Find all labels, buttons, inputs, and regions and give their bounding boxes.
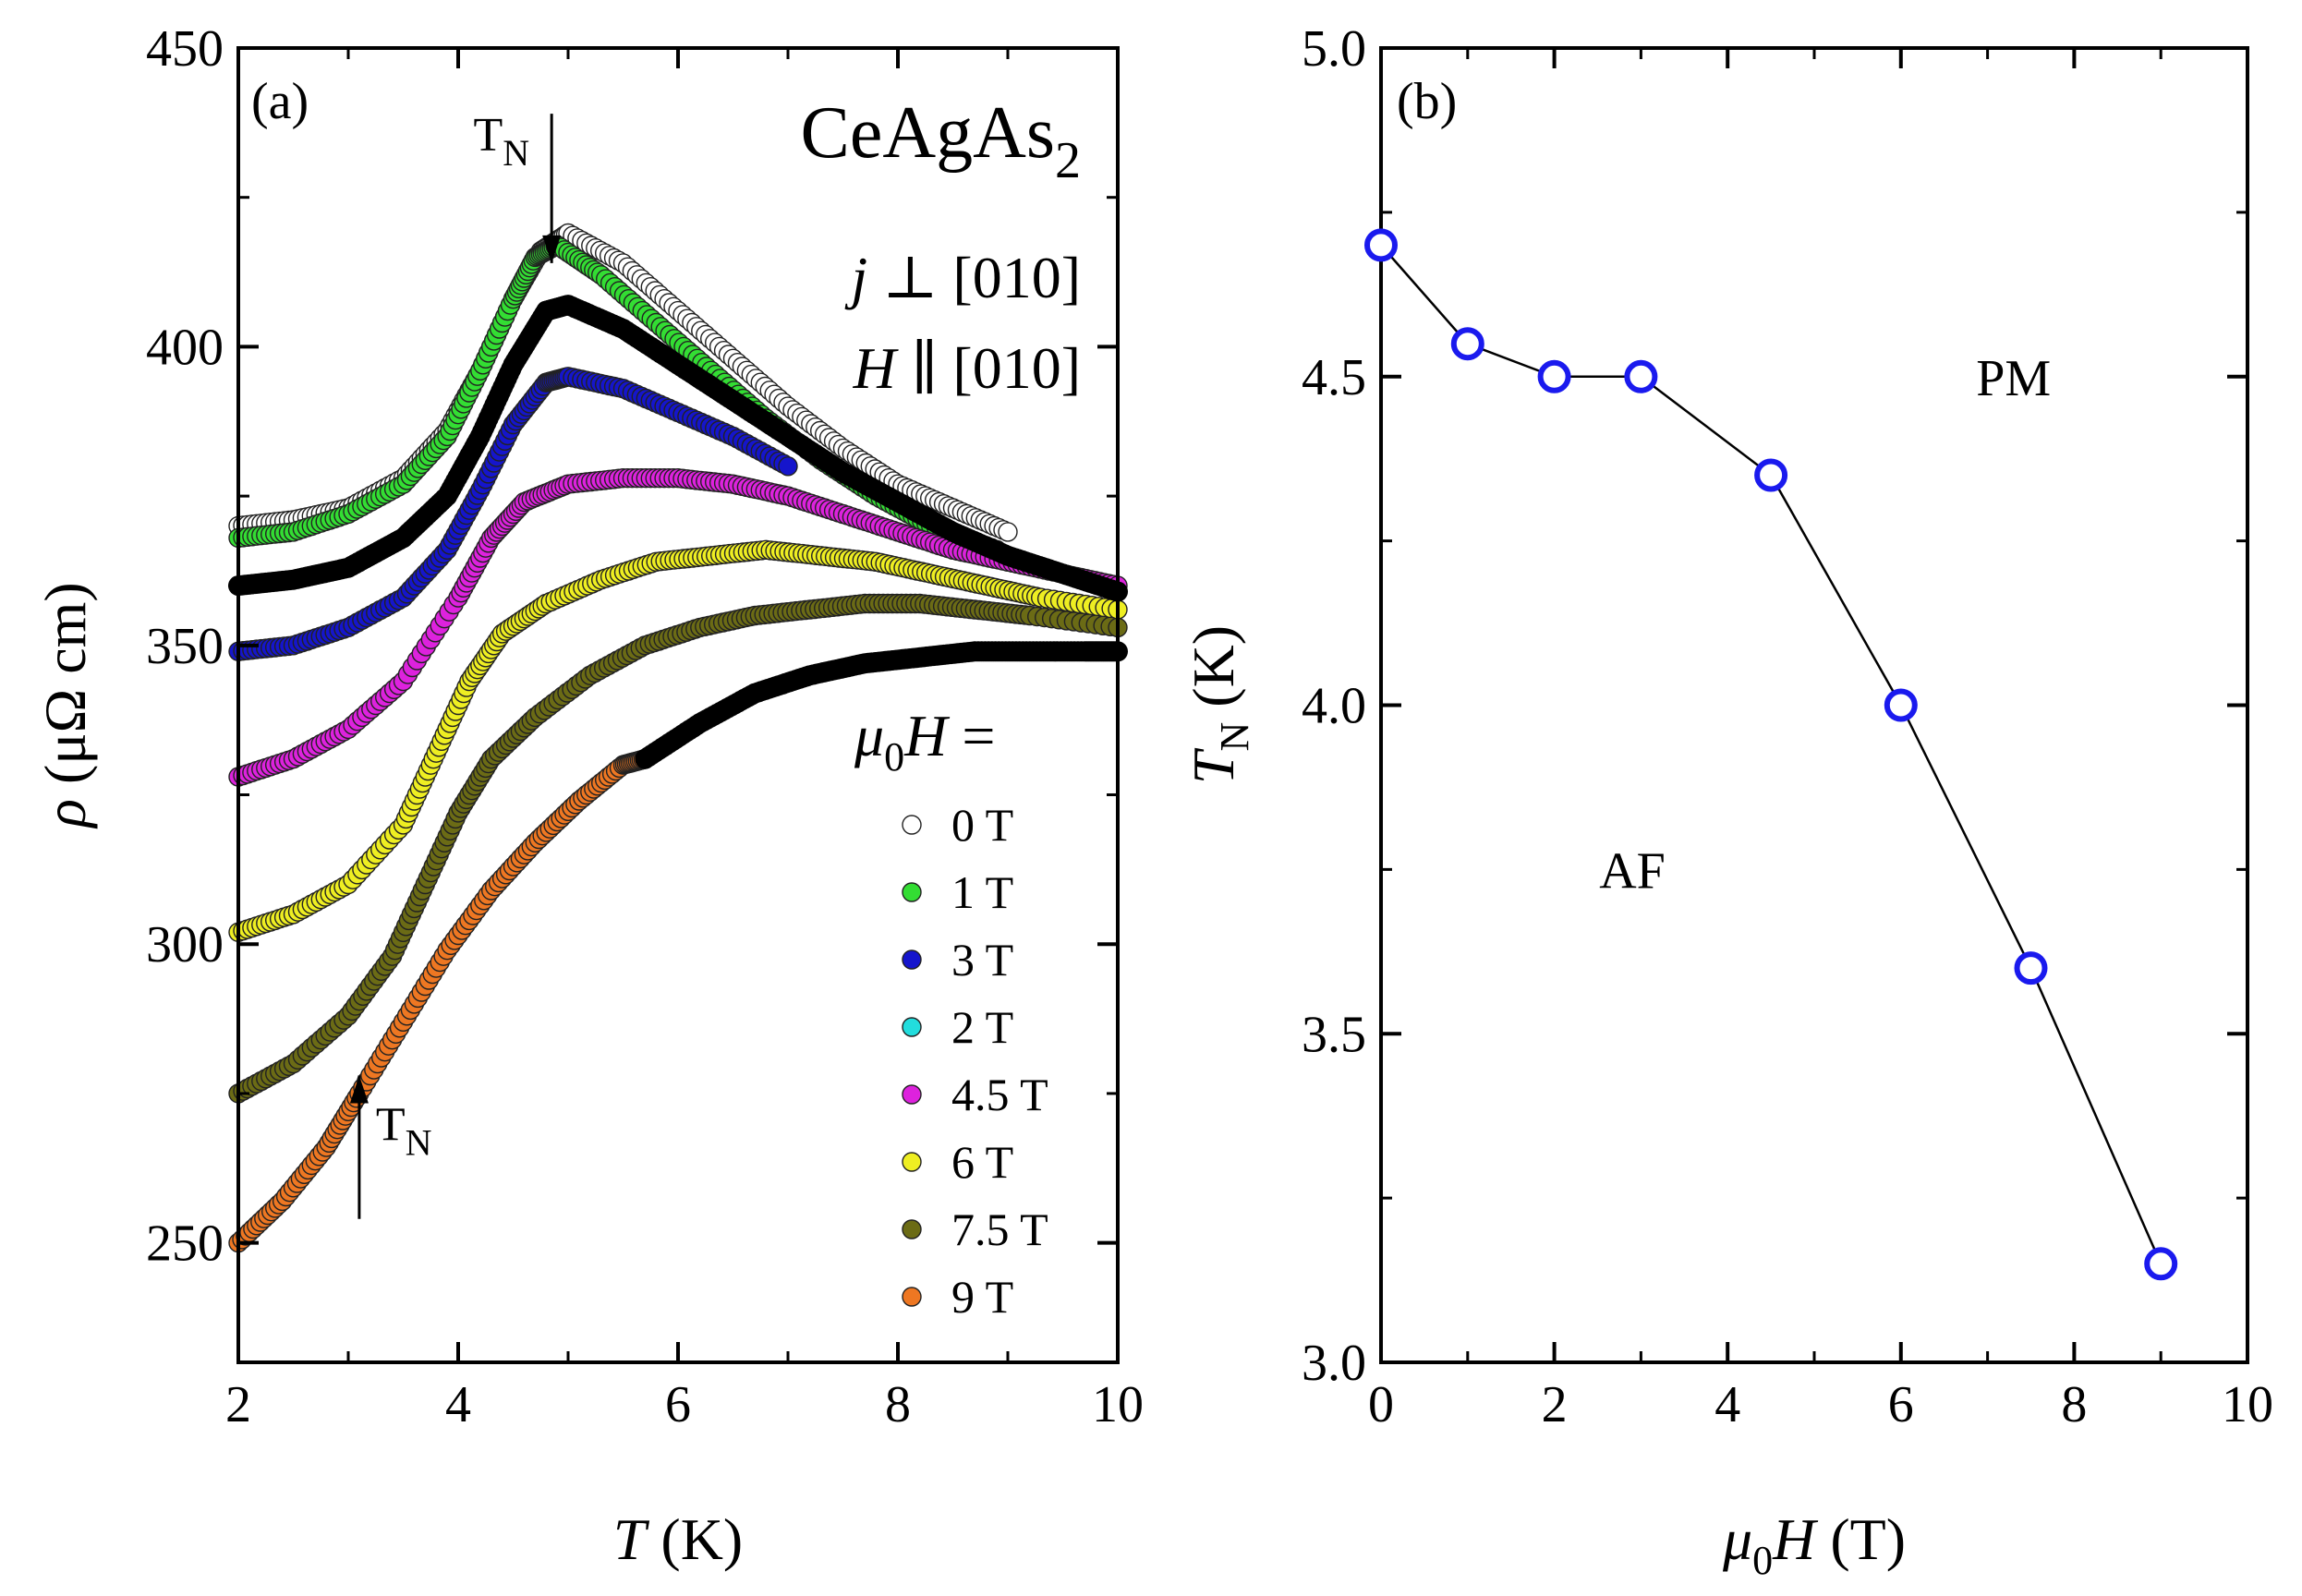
legend-entry-label: 1 T (951, 866, 1013, 918)
y-tick-label: 5.0 (1302, 20, 1366, 78)
x-tick-label: 10 (2222, 1376, 2273, 1433)
tn-points (1364, 228, 2178, 1281)
series-7-5-T (228, 593, 1128, 1104)
panel-b-y-ticks: 3.0 3.5 4.0 4.5 5.0 (1302, 20, 2247, 1392)
black-curve-1 (635, 641, 1128, 769)
legend-marker (902, 882, 922, 902)
x-tick-label: 4 (1714, 1376, 1740, 1433)
tn-annotations: TN TN (349, 109, 562, 1219)
x-tick-label: 8 (885, 1376, 911, 1433)
x-tick-label: 6 (665, 1376, 691, 1433)
black-curves (228, 295, 1128, 769)
series-6-T (228, 539, 1128, 942)
legend-marker (902, 815, 922, 835)
y-tick-label: 300 (146, 916, 224, 973)
y-tick-label: 3.0 (1302, 1335, 1366, 1392)
x-tick-label: 2 (1542, 1376, 1568, 1433)
x-tick-label: 4 (445, 1376, 471, 1433)
current-direction-label: j ⊥ [010] (844, 245, 1081, 310)
legend-entry-label: 0 T (951, 799, 1013, 851)
tn-annotation-label: TN (473, 109, 529, 174)
y-tick-label: 250 (146, 1215, 224, 1273)
panel-a-y-ticks: 250 300 350 400 450 (146, 20, 1118, 1273)
legend-entry-label: 3 T (951, 934, 1013, 985)
y-tick-label: 4.0 (1302, 678, 1366, 735)
field-direction-label: H ∥ [010] (853, 335, 1081, 401)
y-tick-label: 400 (146, 319, 224, 376)
phase-region-pm: PM (1976, 350, 2051, 407)
y-tick-label: 4.5 (1302, 349, 1366, 406)
legend-entry-label: 6 T (951, 1136, 1013, 1188)
panel-b-y-axis-label: TN (K) (1181, 625, 1257, 784)
panel-a-x-ticks: 2 4 6 8 10 (225, 48, 1144, 1433)
x-tick-label: 10 (1092, 1376, 1144, 1433)
phase-region-labels: PM AF (1599, 350, 2051, 901)
tn-point (1624, 359, 1658, 393)
x-tick-label: 6 (1888, 1376, 1914, 1433)
panel-a-legend: μ0H = 0 T 1 T 3 T 2 T 4.5 T 6 T 7.5 T 9 T (854, 703, 1048, 1323)
panel-a-label: (a) (251, 73, 309, 130)
tn-point (1450, 327, 1484, 361)
x-tick-label: 2 (225, 1376, 251, 1433)
panel-a: 2 4 6 8 10 250 300 350 400 450 (a) CeAgAs2 j ⊥ [… (32, 20, 1144, 1572)
panel-a-x-axis-label: T (K) (613, 1506, 743, 1572)
legend-entry-label: 2 T (951, 1001, 1013, 1053)
x-tick-label: 8 (2061, 1376, 2087, 1433)
tn-point (1364, 228, 1398, 262)
panel-b: 0 2 4 6 8 10 3.0 3.5 4.0 4.5 5.0 (b) PM AF μ0H (T)… (1181, 20, 2273, 1583)
tn-annotation-label: TN (376, 1099, 432, 1164)
data-point (998, 522, 1018, 542)
y-tick-label: 450 (146, 20, 224, 78)
tn-point (1884, 688, 1918, 722)
panel-b-x-ticks: 0 2 4 6 8 10 (1368, 48, 2273, 1433)
legend-entry-label: 4.5 T (951, 1069, 1048, 1120)
panel-a-title: CeAgAs2 (800, 92, 1081, 189)
legend-entry-label: 9 T (951, 1271, 1013, 1323)
y-tick-label: 3.5 (1302, 1006, 1366, 1063)
phase-region-af: AF (1599, 842, 1666, 900)
tn-point (1537, 359, 1571, 393)
x-tick-label: 0 (1368, 1376, 1394, 1433)
legend-entry-label: 7.5 T (951, 1203, 1048, 1255)
legend-marker (902, 949, 922, 970)
tn-arrow-head (542, 235, 562, 263)
legend-marker (902, 1084, 922, 1105)
tn-arrow-head (349, 1075, 369, 1104)
tn-point (2144, 1247, 2178, 1281)
series-9-T (228, 749, 655, 1253)
panel-b-label: (b) (1397, 73, 1457, 130)
legend-marker (902, 1152, 922, 1172)
y-tick-label: 350 (146, 618, 224, 675)
legend-marker (902, 1287, 922, 1307)
legend-marker (902, 1219, 922, 1239)
data-point (778, 456, 798, 477)
panel-b-x-axis-label: μ0H (T) (1722, 1506, 1906, 1583)
tn-point (2014, 951, 2048, 985)
tn-point (1754, 458, 1788, 492)
legend-title: μ0H = (854, 703, 995, 780)
legend-marker (902, 1017, 922, 1037)
panel-a-y-axis-label: ρ (μΩ cm) (32, 582, 98, 828)
black-curve-0 (228, 295, 1128, 602)
